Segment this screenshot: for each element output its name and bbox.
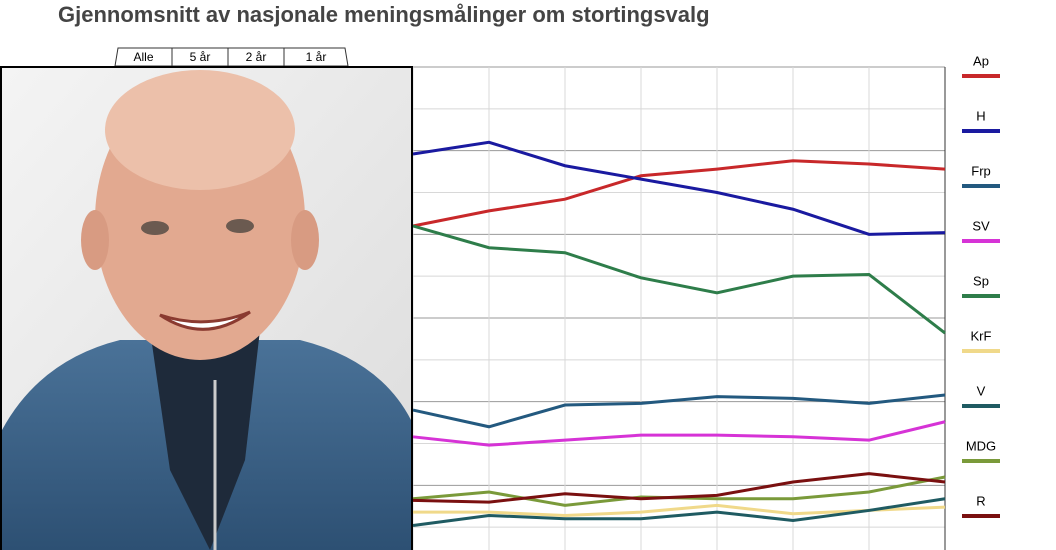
tab[interactable]: Alle	[114, 47, 173, 67]
tab[interactable]: 2 år	[227, 47, 285, 67]
legend-label: V	[977, 383, 986, 398]
legend-label: H	[976, 108, 985, 123]
legend-swatch	[962, 184, 1000, 188]
legend-swatch	[962, 74, 1000, 78]
legend-label: R	[976, 493, 985, 508]
tab-label: Alle	[133, 50, 153, 64]
legend-label: Sp	[973, 273, 989, 288]
photo	[0, 66, 413, 550]
legend-label: MDG	[966, 438, 996, 453]
legend-swatch	[962, 239, 1000, 243]
plot-area	[412, 66, 946, 550]
tab-bar: Alle 5 år 2 år 1 år	[114, 47, 349, 67]
tab-label: 5 år	[190, 50, 211, 64]
series-line	[412, 224, 946, 335]
tab[interactable]: 5 år	[171, 47, 229, 67]
series-line	[412, 420, 946, 447]
chart-title: Gjennomsnitt av nasjonale meningsmålinge…	[58, 2, 710, 27]
legend-swatch	[962, 404, 1000, 408]
series-line	[412, 159, 946, 228]
legend-label: Frp	[971, 163, 991, 178]
legend-swatch	[962, 514, 1000, 518]
legend-label: KrF	[971, 328, 992, 343]
legend-swatch	[962, 294, 1000, 298]
legend-swatch	[962, 459, 1000, 463]
series-line	[412, 140, 946, 236]
tab[interactable]: 1 år	[283, 47, 349, 67]
series-line	[412, 497, 946, 527]
legend: Ap H Frp SV Sp KrF V MDG R	[962, 53, 1000, 518]
tab-label: 2 år	[246, 50, 267, 64]
legend-label: SV	[972, 218, 990, 233]
series-line	[412, 393, 946, 429]
legend-swatch	[962, 129, 1000, 133]
legend-swatch	[962, 349, 1000, 353]
series-line	[412, 472, 946, 504]
tab-label: 1 år	[306, 50, 327, 64]
legend-label: Ap	[973, 53, 989, 68]
